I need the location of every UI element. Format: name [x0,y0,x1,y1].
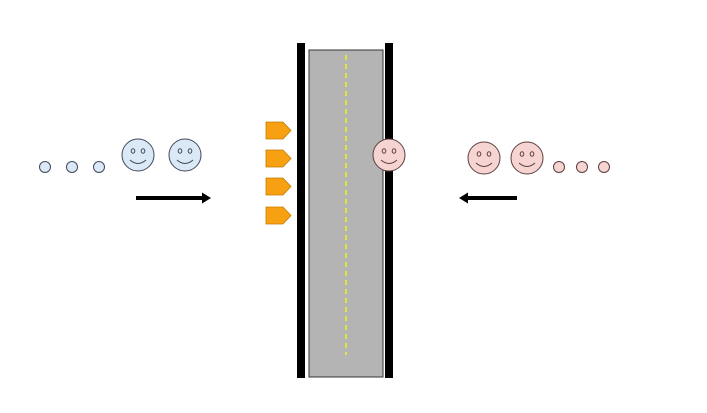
right-waiting-dot [576,161,588,173]
left-waiting-dots [39,161,105,173]
right-faces [467,141,544,175]
smiley-face-icon [168,138,202,172]
right-waiting-dots [553,161,610,173]
road [297,43,393,378]
road-signs [265,121,292,225]
road-left-edge [297,43,305,378]
right-arrow-icon [136,192,211,204]
left-waiting-dot [93,161,105,173]
pentagon-arrow-sign-icon [265,121,292,140]
smiley-face-icon [121,138,155,172]
smiley-face-icon [510,141,544,175]
left-waiting-dot [66,161,78,173]
left-waiting-dot [39,161,51,173]
left-faces [121,138,202,172]
pentagon-arrow-sign-icon [265,149,292,168]
smiley-face-icon [467,141,501,175]
left-arrow-icon [459,192,517,204]
smiley-face-icon [372,138,406,172]
pentagon-arrow-sign-icon [265,206,292,225]
right-waiting-dot [598,161,610,173]
road-right-edge [385,43,393,378]
pentagon-arrow-sign-icon [265,177,292,196]
right-waiting-dot [553,161,565,173]
